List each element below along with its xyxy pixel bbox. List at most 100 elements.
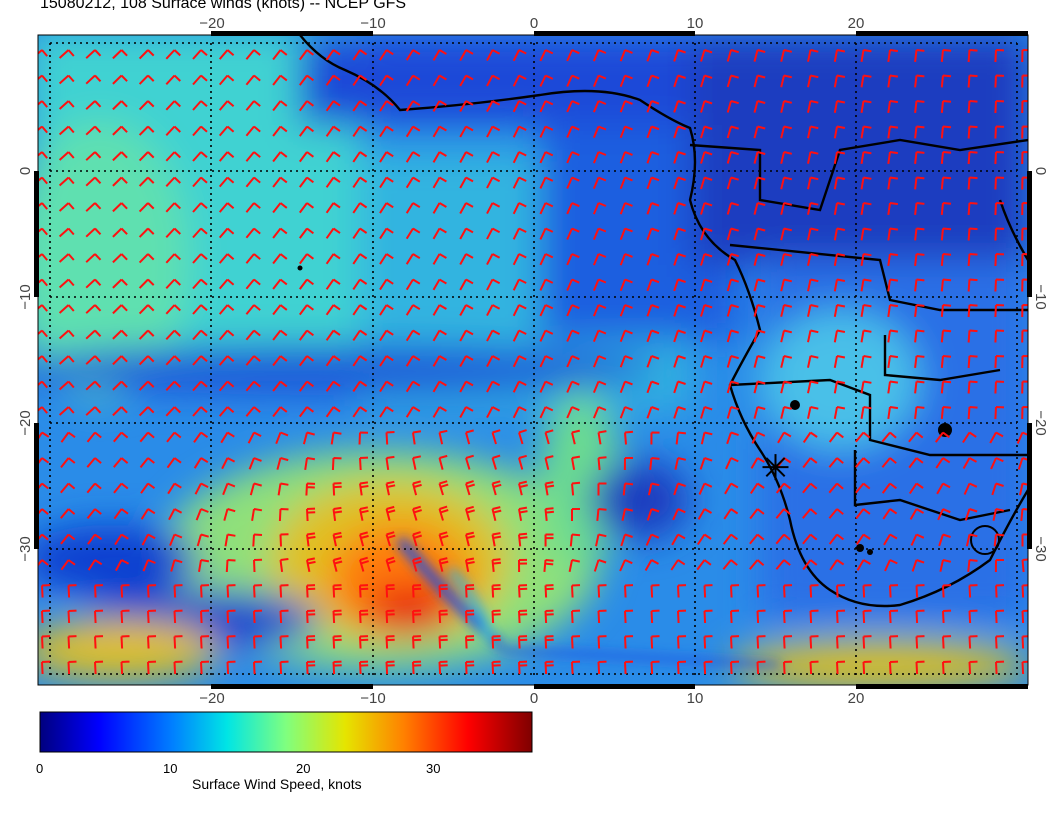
wind-barb [38, 100, 48, 108]
wind-barb [192, 304, 208, 315]
wind-barb [412, 584, 422, 598]
wind-barb [940, 227, 952, 241]
wind-barb [432, 227, 447, 240]
wind-barb [619, 100, 633, 113]
wind-barb [306, 609, 316, 624]
wind-barb [753, 304, 766, 317]
lon-tick-label-bottom: −20 [199, 690, 224, 707]
colorbar-tick-30: 30 [426, 761, 441, 776]
wind-barb [566, 253, 580, 266]
wind-barb [887, 202, 899, 216]
wind-barb [700, 202, 713, 215]
wind-barb [887, 355, 899, 369]
wind-barb [802, 508, 818, 519]
wind-barb [750, 457, 765, 469]
wind-barb [325, 49, 341, 61]
wind-barb [994, 202, 1005, 216]
wind-barb [325, 253, 341, 265]
wind-barb [887, 100, 899, 114]
wind-barb [673, 49, 686, 62]
wind-barb [379, 74, 394, 87]
wind-barb [910, 533, 925, 546]
lon-tick-label-top: 20 [848, 15, 865, 32]
wind-barb [299, 380, 314, 392]
wind-barb [486, 406, 501, 419]
wind-barb [992, 508, 1005, 521]
wind-barb [619, 202, 633, 215]
lon-tick-label-bottom: −10 [360, 690, 385, 707]
wind-barb [670, 559, 686, 571]
wind-barb [465, 635, 475, 649]
wind-barb [120, 584, 130, 598]
wind-barb [112, 304, 128, 315]
wind-barb [58, 355, 75, 365]
wind-barb [915, 635, 925, 649]
wind-barb [809, 584, 819, 598]
wind-barb [940, 151, 952, 165]
wind-barb [405, 380, 421, 393]
wind-barb [58, 304, 75, 314]
wind-barb [245, 406, 261, 417]
wind-barb [700, 380, 713, 394]
wind-barb [85, 227, 102, 238]
wind-barb [1021, 253, 1028, 267]
wind-barb [325, 202, 341, 214]
lon-tick-label-top: −10 [360, 15, 385, 32]
wind-barb [352, 253, 368, 265]
wind-barb [299, 202, 314, 214]
wind-barb [539, 151, 554, 164]
wind-barb [200, 635, 210, 649]
wind-barb [994, 125, 1005, 139]
wind-barb [887, 176, 899, 190]
wind-barb [646, 380, 660, 394]
lon-tick-label-bottom: 0 [530, 690, 538, 707]
wind-barb [802, 559, 818, 571]
wind-barb [780, 176, 793, 190]
wind-barb [465, 505, 475, 521]
wind-barb [194, 482, 209, 495]
wind-barb [571, 660, 581, 675]
wind-barb [726, 253, 739, 266]
wind-barb [940, 278, 952, 292]
wind-barb [486, 176, 501, 189]
wind-barb [780, 406, 793, 419]
wind-barb [279, 584, 289, 598]
wind-barb [833, 406, 846, 419]
wind-barb [619, 559, 633, 572]
wind-barb [646, 151, 660, 164]
wind-barb [887, 227, 899, 241]
wind-barb [592, 304, 607, 317]
wind-barb [940, 304, 952, 318]
wind-barb [673, 176, 686, 190]
wind-barb [272, 100, 288, 112]
wind-barb [544, 481, 555, 496]
wind-barb [883, 533, 898, 546]
wind-barb [218, 151, 235, 162]
wind-barb [486, 125, 501, 138]
wind-barb [964, 508, 978, 521]
wind-barb [730, 635, 740, 649]
wind-barb [619, 329, 633, 343]
wind-barb [568, 559, 581, 572]
colorbar-tick-20: 20 [296, 761, 311, 776]
wind-barb [915, 609, 925, 624]
lat-tick-label-right: 0 [1032, 167, 1049, 175]
wind-barb [245, 227, 261, 239]
wind-barb [911, 559, 925, 572]
wind-barb [995, 660, 1005, 675]
wind-barb [58, 329, 75, 340]
wind-barb [193, 457, 209, 469]
wind-barb [860, 151, 872, 164]
wind-barb [332, 660, 342, 675]
wind-barb [650, 431, 660, 445]
wind-barb [908, 457, 924, 469]
wind-barb [58, 176, 75, 187]
wind-barb [38, 406, 48, 414]
wind-barb [619, 278, 633, 292]
wind-barb [67, 584, 77, 598]
colorbar-tick-0: 0 [36, 761, 44, 776]
wind-barb [60, 533, 76, 545]
wind-barb [1021, 74, 1028, 88]
lat-tick-label-right: −30 [1032, 536, 1049, 561]
wind-barb [592, 74, 607, 87]
